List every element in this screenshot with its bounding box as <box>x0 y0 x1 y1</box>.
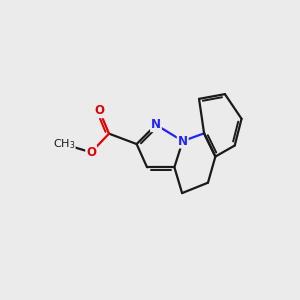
Text: N: N <box>178 135 188 148</box>
Text: O: O <box>86 146 96 159</box>
Text: O: O <box>94 104 104 117</box>
Text: N: N <box>151 118 161 131</box>
Text: CH$_3$: CH$_3$ <box>52 137 75 151</box>
